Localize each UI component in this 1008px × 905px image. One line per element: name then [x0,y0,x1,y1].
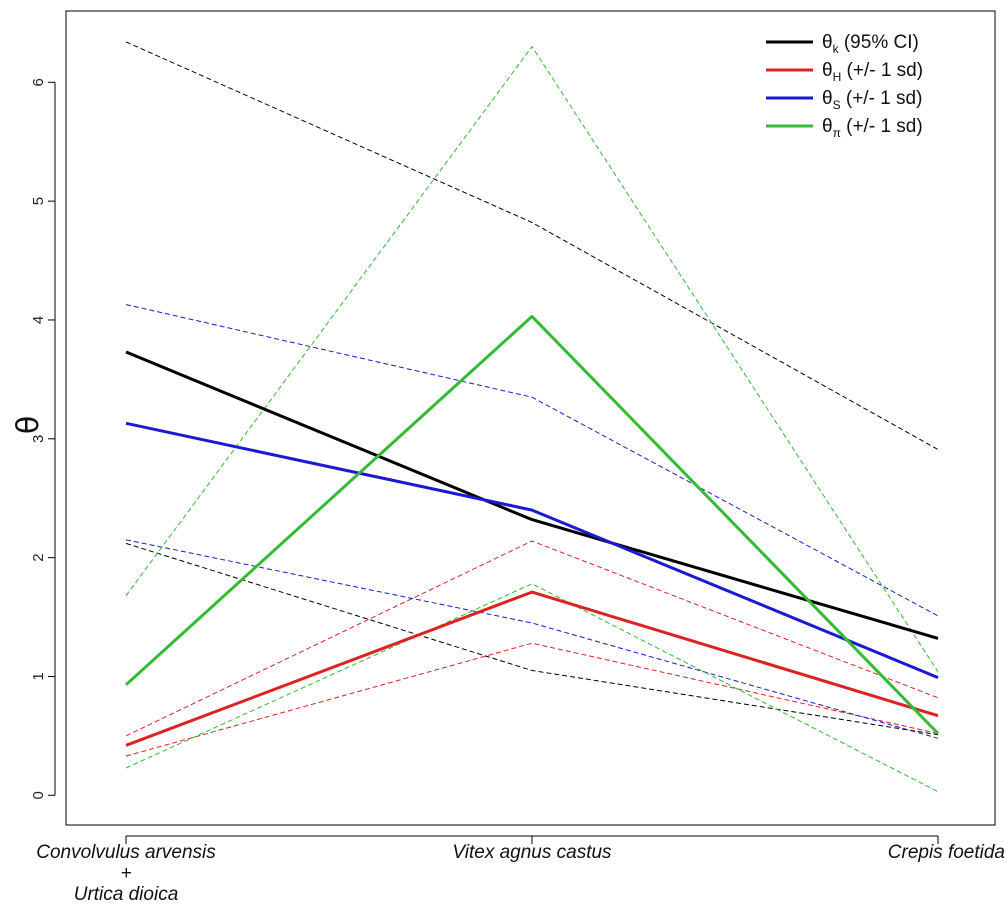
series-line-theta-H-upper [125,540,939,737]
y-tick-label-5: 5 [30,197,47,205]
series-line-theta-pi [124,314,940,735]
y-tick-label-0: 0 [30,791,47,799]
series-layer [124,41,940,793]
x-tick-label-0-0: Convolvulus arvensis [36,842,216,863]
y-tick-label-1: 1 [30,672,47,680]
legend-label-2: θS (+/- 1 sd) [822,88,922,112]
y-tick-label-4: 4 [30,316,47,324]
x-tick-label-2-0: Crepis foetida [888,842,1005,863]
series-line-theta-k-lower [125,542,939,736]
y-axis: 0 1 2 3 4 5 6 [30,78,56,799]
series-line-theta-S-upper [125,304,939,617]
legend-label-1: θH (+/- 1 sd) [822,60,923,84]
legend: θk (95% CI) θH (+/- 1 sd) θS (+/- 1 sd) θπ … [766,32,923,140]
legend-label-0: θk (95% CI) [822,32,919,56]
series-line-theta-H-lower [125,642,939,757]
series-line-theta-S [125,421,939,679]
series-line-theta-pi-lower [125,583,939,793]
plot-frame [65,10,996,826]
series-line-theta-k [125,350,939,640]
y-tick-label-6: 6 [30,78,47,86]
series-line-theta-S-lower [125,539,939,739]
series-line-theta-k-upper [125,41,939,450]
x-tick-label-0-2: Urtica dioica [74,884,179,905]
x-axis: Convolvulus arvensis+Urtica dioica Vitex … [36,835,1005,905]
y-axis-label: θ [11,416,46,434]
x-tick-label-0-1: + [120,863,131,884]
series-line-theta-H [125,590,939,747]
legend-label-3: θπ (+/- 1 sd) [822,116,923,140]
y-tick-label-3: 3 [30,435,47,443]
series-line-theta-pi-upper [125,46,939,672]
x-tick-label-1-0: Vitex agnus castus [452,842,612,863]
y-tick-label-2: 2 [30,553,47,561]
